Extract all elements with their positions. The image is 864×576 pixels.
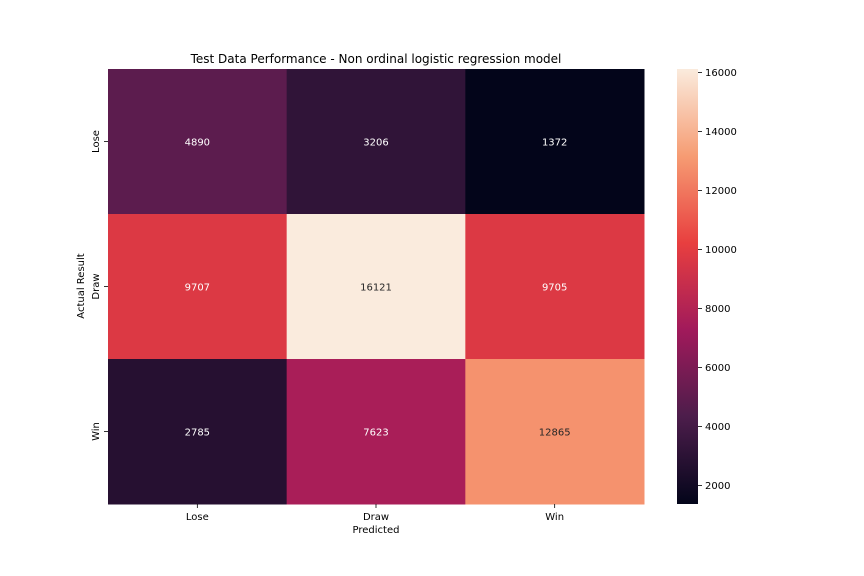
y-axis-label: Actual Result	[76, 253, 87, 318]
chart-title: Test Data Performance - Non ordinal logi…	[190, 52, 562, 66]
x-axis-label: Predicted	[353, 525, 400, 536]
heatmap-cell	[108, 214, 288, 360]
heatmap-cell	[286, 359, 466, 505]
heatmap-cell	[465, 214, 645, 360]
heatmap-cell	[108, 359, 288, 505]
colorbar-tick-label: 10000	[705, 245, 737, 256]
x-axis-ticks: Lose Draw Win	[186, 504, 564, 523]
heatmap-cell	[108, 69, 288, 215]
colorbar-tick-label: 4000	[705, 422, 730, 433]
colorbar-tick-label: 2000	[705, 481, 730, 492]
cell-value-label: 3206	[363, 138, 388, 149]
colorbar-tick-label: 12000	[705, 186, 737, 197]
cell-value-label: 9707	[185, 283, 210, 294]
cell-value-label: 16121	[360, 283, 392, 294]
y-tick-label: Win	[91, 422, 102, 441]
cell-value-label: 12865	[539, 428, 571, 439]
x-tick-label: Win	[545, 512, 564, 523]
colorbar-tick-label: 8000	[705, 304, 730, 315]
colorbar-gradient	[677, 69, 698, 504]
cell-value-label: 1372	[542, 138, 567, 149]
x-tick-label: Lose	[186, 512, 209, 523]
colorbar-tick-label: 14000	[705, 127, 737, 138]
cell-value-label: 7623	[363, 428, 388, 439]
heatmap-cell	[465, 359, 645, 505]
heatmap-cells	[108, 69, 645, 505]
colorbar-tick-label: 16000	[705, 68, 737, 79]
y-axis-ticks: Lose Draw Win	[91, 130, 108, 441]
cell-value-label: 9705	[542, 283, 567, 294]
heatmap-cell	[286, 69, 466, 215]
colorbar: 2000 4000 6000 8000 10000 12000 14000 16000	[677, 68, 737, 504]
x-tick-label: Draw	[363, 512, 389, 523]
heatmap-cell	[286, 214, 466, 360]
y-tick-label: Draw	[91, 273, 102, 299]
heatmap-cell	[465, 69, 645, 215]
colorbar-tick-label: 6000	[705, 363, 730, 374]
y-tick-label: Lose	[91, 130, 102, 153]
heatmap-cell-labels: 4890 3206 1372 9707 16121 9705 2785 7623 12865	[185, 138, 571, 439]
cell-value-label: 2785	[185, 428, 210, 439]
cell-value-label: 4890	[185, 138, 210, 149]
